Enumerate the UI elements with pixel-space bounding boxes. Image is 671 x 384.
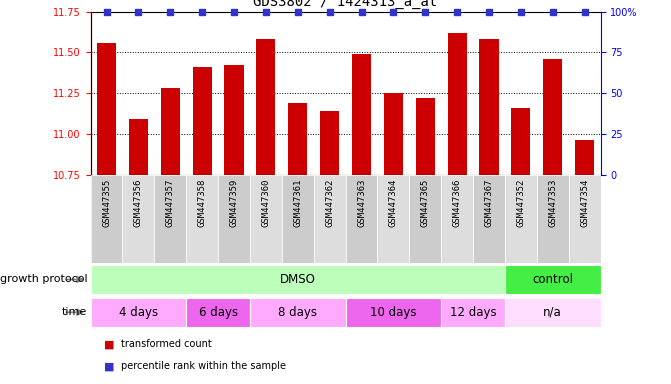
Bar xyxy=(505,298,601,327)
Text: time: time xyxy=(62,307,87,317)
Text: 10 days: 10 days xyxy=(370,306,417,319)
Point xyxy=(101,8,112,15)
Text: GSM447365: GSM447365 xyxy=(421,179,429,227)
Text: GSM447357: GSM447357 xyxy=(166,179,174,227)
Point xyxy=(515,8,526,15)
Title: GDS3802 / 1424313_a_at: GDS3802 / 1424313_a_at xyxy=(254,0,437,9)
Text: GSM447363: GSM447363 xyxy=(357,179,366,227)
Bar xyxy=(511,108,530,175)
Bar xyxy=(154,175,186,263)
Point xyxy=(260,8,271,15)
Bar xyxy=(415,98,435,175)
Bar xyxy=(123,175,154,263)
Text: ■: ■ xyxy=(104,339,115,349)
Bar xyxy=(313,175,346,263)
Bar xyxy=(91,175,123,263)
Bar xyxy=(161,88,180,175)
Text: transformed count: transformed count xyxy=(121,339,211,349)
Point xyxy=(484,8,495,15)
Bar xyxy=(352,54,371,175)
Bar xyxy=(193,67,212,175)
Point xyxy=(388,8,399,15)
Point xyxy=(579,8,590,15)
Bar xyxy=(282,175,313,263)
Text: growth protocol: growth protocol xyxy=(0,275,87,285)
Text: GSM447355: GSM447355 xyxy=(102,179,111,227)
Point xyxy=(133,8,144,15)
Text: GSM447361: GSM447361 xyxy=(293,179,302,227)
Text: GSM447353: GSM447353 xyxy=(548,179,557,227)
Text: GSM447367: GSM447367 xyxy=(484,179,493,227)
Bar xyxy=(377,175,409,263)
Bar xyxy=(384,93,403,175)
Bar xyxy=(91,298,186,327)
Bar xyxy=(543,59,562,175)
Bar xyxy=(346,175,377,263)
Text: 12 days: 12 days xyxy=(450,306,497,319)
Bar xyxy=(473,175,505,263)
Text: DMSO: DMSO xyxy=(280,273,315,286)
Text: control: control xyxy=(532,273,573,286)
Text: percentile rank within the sample: percentile rank within the sample xyxy=(121,361,286,371)
Text: GSM447359: GSM447359 xyxy=(229,179,238,227)
Point xyxy=(548,8,558,15)
Bar xyxy=(97,43,116,175)
Bar xyxy=(409,175,442,263)
Bar xyxy=(186,175,218,263)
Bar xyxy=(442,175,473,263)
Text: GSM447356: GSM447356 xyxy=(134,179,143,227)
Bar xyxy=(288,103,307,175)
Point xyxy=(452,8,462,15)
Bar xyxy=(537,175,568,263)
Text: GSM447366: GSM447366 xyxy=(453,179,462,227)
Point xyxy=(356,8,367,15)
Bar xyxy=(129,119,148,175)
Bar xyxy=(448,33,466,175)
Text: 8 days: 8 days xyxy=(278,306,317,319)
Text: GSM447352: GSM447352 xyxy=(517,179,525,227)
Text: n/a: n/a xyxy=(544,306,562,319)
Bar xyxy=(505,175,537,263)
Text: 6 days: 6 days xyxy=(199,306,238,319)
Point xyxy=(324,8,335,15)
Bar xyxy=(250,175,282,263)
Point xyxy=(293,8,303,15)
Bar xyxy=(186,298,250,327)
Bar xyxy=(568,175,601,263)
Text: GSM447358: GSM447358 xyxy=(198,179,207,227)
Text: ■: ■ xyxy=(104,361,115,371)
Bar xyxy=(256,39,275,175)
Bar xyxy=(218,175,250,263)
Point xyxy=(420,8,431,15)
Bar xyxy=(91,265,505,294)
Bar xyxy=(505,265,601,294)
Bar xyxy=(346,298,441,327)
Bar xyxy=(575,141,595,175)
Bar xyxy=(442,298,505,327)
Bar xyxy=(479,39,499,175)
Bar xyxy=(250,298,346,327)
Point xyxy=(197,8,207,15)
Bar xyxy=(224,65,244,175)
Text: GSM447360: GSM447360 xyxy=(262,179,270,227)
Text: GSM447354: GSM447354 xyxy=(580,179,589,227)
Point xyxy=(229,8,240,15)
Text: GSM447362: GSM447362 xyxy=(325,179,334,227)
Text: GSM447364: GSM447364 xyxy=(389,179,398,227)
Text: 4 days: 4 days xyxy=(119,306,158,319)
Point xyxy=(165,8,176,15)
Bar xyxy=(320,111,339,175)
